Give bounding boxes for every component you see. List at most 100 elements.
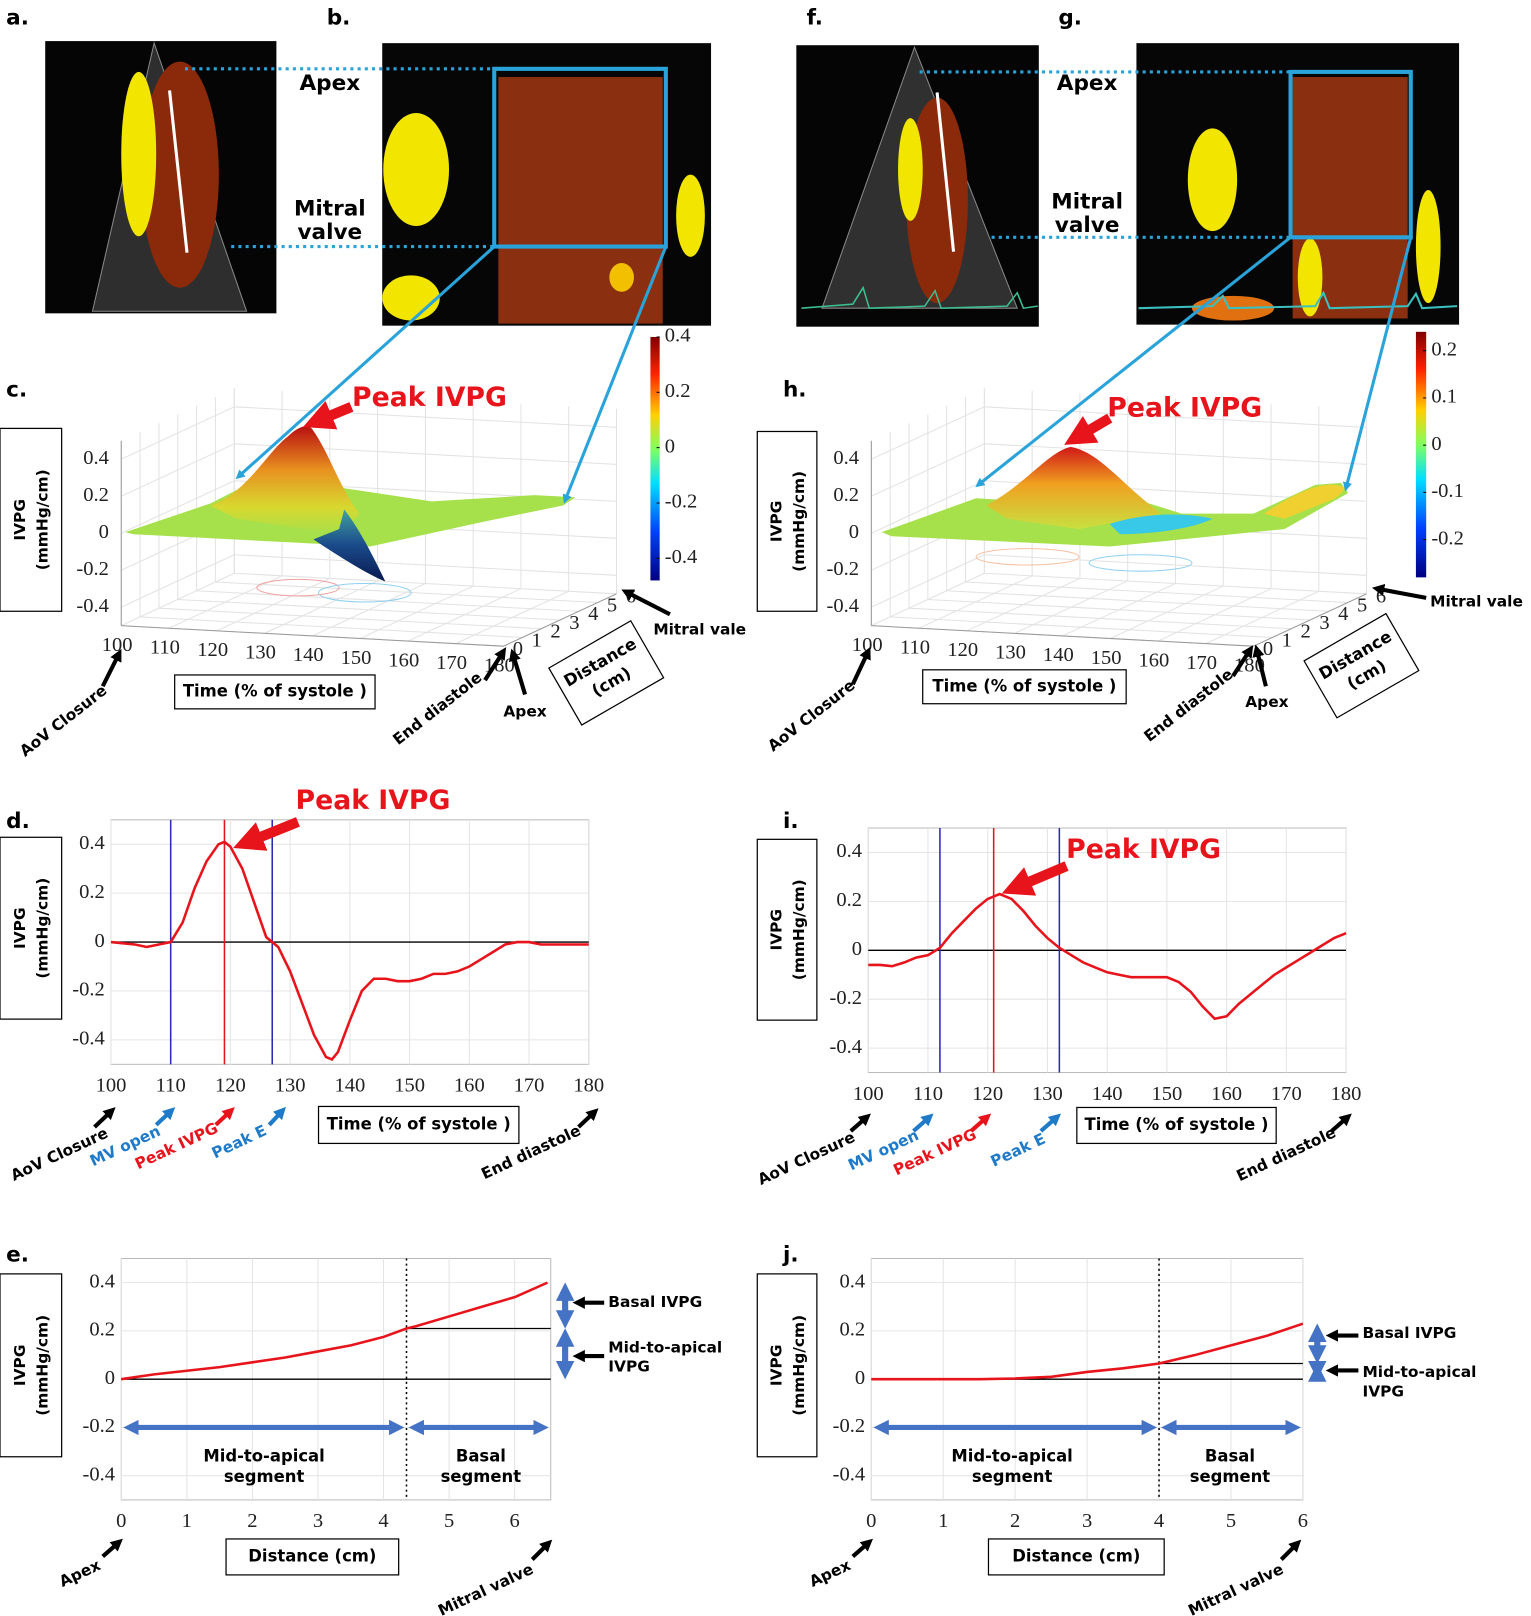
annotation: End diastole [390,668,486,748]
echo-images [45,41,1459,327]
panel-label: i. [783,809,799,834]
annotation-arrow [103,1542,119,1556]
flow [609,263,634,292]
echo-label: Apex [300,71,361,96]
annotation-arrow [314,407,351,422]
x-tick-label: 0 [116,1510,126,1532]
x-tick-label: 100 [853,1083,884,1105]
y-tick-label: -0.2 [830,987,863,1009]
x-tick-label: 150 [394,1075,425,1097]
ylabel-box [757,839,817,1020]
x-tick-label: 6 [1298,1510,1308,1532]
y-tick-label: 0.4 [836,840,862,862]
annotation-arrow [532,1543,548,1559]
x-axis-label: Time (% of systole ) [1084,1115,1268,1134]
annotation-arrow [851,1117,867,1131]
y-tick-label: -0.4 [83,1463,116,1485]
x-tick-label: 130 [275,1075,306,1097]
y-tick-label: -0.4 [72,1028,105,1050]
annotation: Peak IVPG [296,785,451,816]
ylabel-box [0,1274,62,1457]
grid-line [966,582,1348,603]
y-axis-label: IVPG [767,909,785,951]
ylabel-box [757,431,817,611]
x-tick-label: 170 [514,1075,545,1097]
x-tick-label: 150 [1091,647,1122,669]
y-axis-label: IVPG [11,907,29,949]
y-tick-label: 0.2 [89,1319,115,1341]
annotation: segment [441,1467,522,1486]
annotation: Peak E [988,1130,1048,1171]
x-tick-label: 0 [866,1510,876,1532]
y-axis-label: (mmHg/cm) [34,1315,52,1416]
annotation: segment [972,1467,1053,1486]
colorbar-tick-label: 0 [665,435,675,457]
x-axis-label: Distance (cm) [248,1546,376,1565]
x-axis-label: Distance (cm) [1012,1546,1140,1565]
colorbar-tick-label: 0 [1431,433,1441,455]
y-axis-label: (mmHg/cm) [34,469,52,570]
y-tick-label: 0.4 [89,1270,115,1292]
z-tick-label: 0.4 [83,447,109,469]
x-tick-label: 4 [1154,1510,1164,1532]
z-tick-label: -0.4 [76,595,109,617]
x-tick-label: 150 [341,647,372,669]
annotation: Peak IVPG [352,382,507,413]
y-axis-label: (mmHg/cm) [34,878,52,979]
ylabel-box [0,837,62,1019]
grid-line [140,617,522,638]
x-tick-label: 120 [197,639,228,661]
z-tick-label: -0.2 [826,558,859,580]
annotation: AoV Closure [755,1128,858,1189]
colorbar-tick-label: -0.2 [1431,527,1464,549]
annotation: Mid-to-apical [951,1446,1072,1465]
flow [676,175,705,257]
annotation-arrow [1041,1117,1057,1131]
echo-label: valve [1055,213,1120,238]
annotation-arrow [971,1117,987,1131]
annotation: Peak IVPG [1066,834,1221,865]
colorbar-tick-label: 0.2 [1431,338,1457,360]
d-tick-label: 5 [607,594,617,616]
annotation: End diastole [1141,665,1237,745]
x-tick-label: 180 [573,1075,604,1097]
d-tick-label: 4 [1338,603,1348,625]
grid-line [890,617,1272,638]
annotation-arrow [156,1111,171,1125]
x-axis-label: Time (% of systole ) [932,676,1116,695]
z-tick-label: -0.2 [76,558,109,580]
page: {"panel_labels":["a.","b.","c.","d.","e.… [0,0,1531,1616]
colorbar-tick-label: 0.4 [665,325,691,347]
grid-line [215,582,597,603]
x-tick-label: 140 [334,1075,365,1097]
flow [121,72,156,236]
flow [382,275,440,320]
grid-line [159,608,541,629]
x-tick-label: 140 [293,644,324,666]
x-tick-label: 110 [900,636,930,658]
y-tick-label: -0.2 [83,1415,116,1437]
d-tick-label: 2 [1300,621,1310,643]
x-tick-label: 110 [156,1075,186,1097]
y-tick-label: -0.4 [830,1036,863,1058]
x-tick-label: 160 [388,649,419,671]
x-tick-label: 160 [454,1075,485,1097]
echo-label: valve [297,220,362,245]
x-tick-label: 100 [96,1075,127,1097]
panel-label: e. [6,1242,29,1267]
x-tick-label: 130 [245,642,276,664]
x-tick-label: 180 [1331,1083,1362,1105]
y-axis-label: (mmHg/cm) [790,1315,808,1416]
y-tick-label: -0.2 [72,979,105,1001]
annotation: Basal [1205,1446,1255,1465]
y-tick-label: 0.2 [839,1319,865,1341]
flow [1188,128,1237,231]
x-tick-label: 4 [378,1510,388,1532]
annotation-arrow [1332,1117,1348,1131]
y-tick-label: 0 [855,1367,865,1389]
grid-line [909,608,1291,629]
flow [898,118,923,221]
panel-label: h. [783,377,807,402]
d-tick-label: 1 [1282,629,1292,651]
annotation: Apex [1245,693,1288,711]
